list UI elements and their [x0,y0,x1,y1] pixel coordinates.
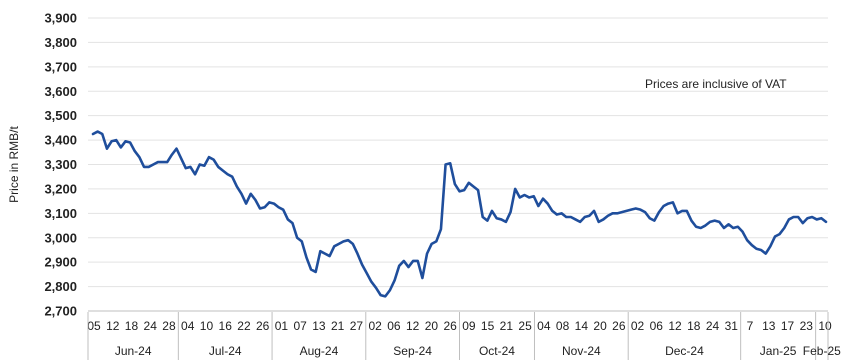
y-tick-label: 3,200 [44,181,77,196]
x-month-label: Jun-24 [115,344,152,358]
x-day-label: 18 [125,319,139,333]
x-day-label: 26 [612,319,626,333]
series-line [91,130,828,298]
x-day-label: 25 [518,319,532,333]
x-month-label: Sep-24 [393,344,432,358]
x-day-label: 13 [312,319,326,333]
x-day-label: 02 [368,319,382,333]
x-month-label: Feb-25 [803,344,841,358]
x-day-label: 24 [706,319,720,333]
x-day-label: 12 [406,319,420,333]
y-tick-label: 2,800 [44,279,77,294]
x-day-label: 27 [350,319,364,333]
vat-note: Prices are inclusive of VAT [645,77,787,91]
y-tick-label: 3,000 [44,230,77,245]
x-day-label: 17 [781,319,795,333]
x-day-label: 16 [219,319,233,333]
x-day-label: 13 [762,319,776,333]
x-day-label: 10 [818,319,832,333]
y-tick-label: 3,300 [44,157,77,172]
y-tick-label: 3,600 [44,84,77,99]
x-day-label: 15 [481,319,495,333]
y-tick-label: 3,400 [44,133,77,148]
x-day-label: 28 [162,319,176,333]
x-day-label: 09 [462,319,476,333]
x-day-label: 06 [387,319,401,333]
x-day-label: 26 [256,319,270,333]
x-day-label: 22 [237,319,251,333]
x-day-label: 10 [200,319,214,333]
x-month-label: Jul-24 [209,344,242,358]
x-day-label: 04 [181,319,195,333]
y-tick-label: 3,500 [44,108,77,123]
x-day-label: 7 [747,319,754,333]
x-day-label: 12 [668,319,682,333]
y-axis-label: Price in RMB/t [7,125,21,202]
x-day-label: 20 [425,319,439,333]
x-day-label: 01 [275,319,289,333]
y-tick-label: 3,100 [44,206,77,221]
x-day-label: 14 [575,319,589,333]
y-tick-label: 3,800 [44,35,77,50]
x-month-label: Aug-24 [300,344,339,358]
x-day-label: 06 [650,319,664,333]
x-month-label: Nov-24 [562,344,601,358]
y-tick-label: 3,900 [44,11,77,26]
x-day-label: 08 [556,319,570,333]
y-axis-ticks: 2,700 2,800 2,900 3,000 3,100 3,200 3,300 3,400… [44,11,77,319]
y-tick-label: 2,900 [44,255,77,270]
x-day-label: 12 [106,319,120,333]
x-month-label: Dec-24 [665,344,704,358]
x-day-label: 02 [631,319,645,333]
x-day-label: 05 [87,319,101,333]
y-tick-label: 2,700 [44,304,77,319]
x-day-label: 24 [144,319,158,333]
x-day-label: 21 [331,319,345,333]
x-month-label: Oct-24 [479,344,515,358]
x-month-label: Jan-25 [760,344,797,358]
x-day-label: 26 [443,319,457,333]
x-day-label: 20 [593,319,607,333]
x-day-label: 31 [725,319,739,333]
x-day-label: 23 [800,319,814,333]
x-axis: 05 12 18 24 28 04 10 16 22 26 01 07 13 21 27 02 06 12 20 26… [87,312,841,360]
x-day-label: 18 [687,319,701,333]
x-day-label: 21 [500,319,514,333]
x-day-label: 04 [537,319,551,333]
x-day-label: 07 [293,319,307,333]
y-tick-label: 3,700 [44,59,77,74]
